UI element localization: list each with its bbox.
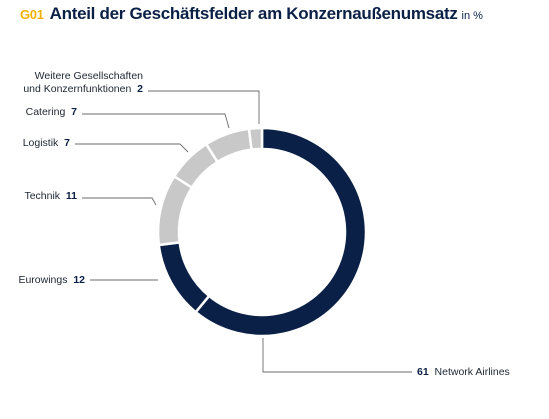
donut-slice-1 bbox=[193, 126, 368, 338]
figure-number: G01 bbox=[20, 7, 44, 22]
leader-line-1 bbox=[262, 338, 412, 373]
chart-title: Anteil der Geschäftsfelder am Konzernauß… bbox=[49, 4, 458, 23]
slice-label-5: Catering 7 bbox=[26, 106, 78, 118]
leader-line-5 bbox=[82, 113, 230, 129]
donut-slice-3 bbox=[156, 174, 194, 247]
slice-value-6: 2 bbox=[137, 83, 143, 95]
donut-slice-2 bbox=[157, 241, 211, 314]
slice-label-3: Technik 11 bbox=[24, 190, 77, 202]
slice-value-4: 7 bbox=[64, 137, 70, 149]
slice-value-5: 7 bbox=[71, 106, 77, 118]
leader-line-6 bbox=[148, 90, 260, 124]
slice-label-4: Logistik 7 bbox=[23, 137, 70, 149]
leader-line-3 bbox=[82, 197, 157, 206]
donut-slice-6 bbox=[247, 126, 264, 152]
slice-value-2: 12 bbox=[73, 274, 85, 286]
slice-label-6-line-1: Weitere Gesellschaften bbox=[35, 70, 144, 82]
slice-value-3: 11 bbox=[66, 190, 77, 202]
donut-slice-5 bbox=[204, 127, 253, 164]
leader-line-4 bbox=[75, 143, 189, 153]
slice-label-1: 61 Network Airlines bbox=[417, 366, 510, 378]
slice-value-1: 61 bbox=[417, 366, 429, 378]
slice-label-6-line-2: und Konzernfunktionen 2 bbox=[23, 83, 143, 95]
slice-label-2: Eurowings 12 bbox=[18, 274, 85, 286]
chart-header: G01 Anteil der Geschäftsfelder am Konzern… bbox=[20, 4, 483, 24]
chart-unit: in % bbox=[461, 10, 483, 22]
